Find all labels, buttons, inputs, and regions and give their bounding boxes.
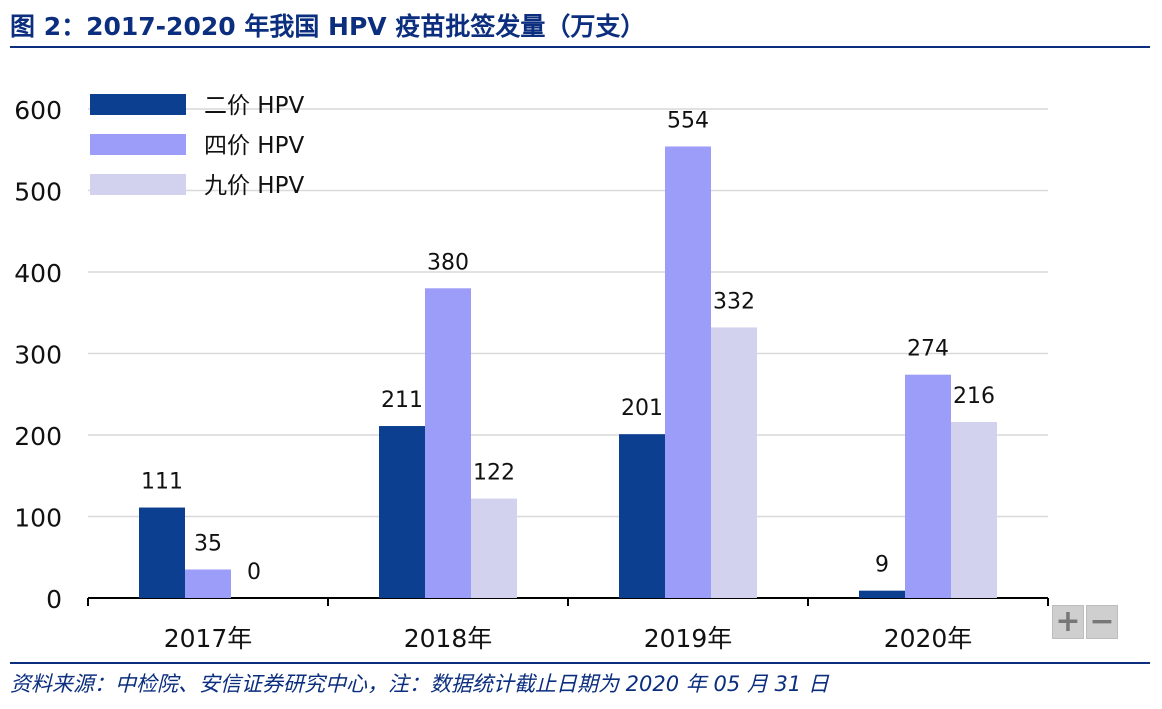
zoom-in-button[interactable]: +: [1052, 605, 1084, 639]
legend-swatch: [90, 94, 186, 115]
source-divider: [10, 662, 1150, 664]
bar-chart: 0 100 200 300 400 500 600 2017年 2018年 2019年 2020年 1…: [14, 93, 1049, 653]
bar: [471, 498, 517, 598]
y-tick-label: 100: [14, 504, 62, 533]
bar: [619, 434, 665, 598]
data-label: 554: [667, 108, 709, 133]
y-tick-label: 500: [14, 178, 62, 207]
legend-label: 九价 HPV: [204, 173, 304, 199]
data-label: 0: [247, 560, 261, 585]
bar: [185, 569, 231, 598]
x-tick-label: 2020年: [884, 624, 973, 653]
source-note: 资料来源：中检院、安信证券研究中心，注：数据统计截止日期为 2020 年 05 …: [10, 672, 829, 696]
zoom-controls: + −: [1052, 605, 1118, 639]
data-label: 201: [621, 396, 663, 421]
bar: [379, 426, 425, 598]
bar: [425, 288, 471, 598]
data-label: 35: [194, 531, 222, 556]
x-tick-label: 2017年: [164, 624, 253, 653]
bar: [711, 327, 757, 598]
x-tick-label: 2018年: [404, 624, 493, 653]
data-label: 216: [953, 384, 995, 409]
bar: [905, 374, 951, 598]
y-tick-label: 200: [14, 422, 62, 451]
legend-swatch: [90, 134, 186, 155]
bar: [139, 507, 185, 598]
zoom-out-button[interactable]: −: [1086, 605, 1118, 639]
data-label: 111: [141, 470, 183, 495]
bar: [859, 590, 905, 598]
data-label: 211: [381, 388, 423, 413]
y-tick-label: 600: [14, 96, 62, 125]
legend-label: 四价 HPV: [204, 133, 304, 159]
data-label: 274: [907, 337, 949, 362]
y-tick-label: 0: [46, 585, 62, 614]
y-tick-label: 400: [14, 259, 62, 288]
chart-title: 图 2：2017-2020 年我国 HPV 疫苗批签发量（万支）: [10, 12, 646, 41]
x-tick-label: 2019年: [644, 624, 733, 653]
y-tick-label: 300: [14, 341, 62, 370]
data-label: 332: [713, 289, 755, 314]
data-label: 9: [875, 553, 889, 578]
legend-label: 二价 HPV: [204, 93, 304, 119]
bar: [665, 146, 711, 598]
data-label: 380: [427, 250, 469, 275]
bar: [951, 421, 997, 598]
legend-swatch: [90, 174, 186, 195]
data-label: 122: [473, 461, 515, 486]
title-divider: [10, 46, 1150, 48]
